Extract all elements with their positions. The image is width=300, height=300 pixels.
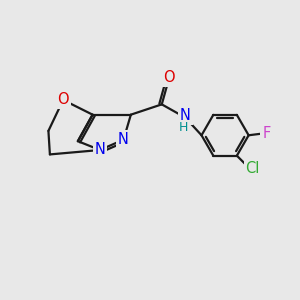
Text: O: O <box>163 70 175 86</box>
Text: F: F <box>262 126 270 141</box>
Text: N: N <box>94 142 105 158</box>
Text: N: N <box>180 108 191 123</box>
Text: H: H <box>179 122 188 134</box>
Text: Cl: Cl <box>245 160 260 175</box>
Text: N: N <box>118 132 129 147</box>
Text: O: O <box>57 92 69 107</box>
